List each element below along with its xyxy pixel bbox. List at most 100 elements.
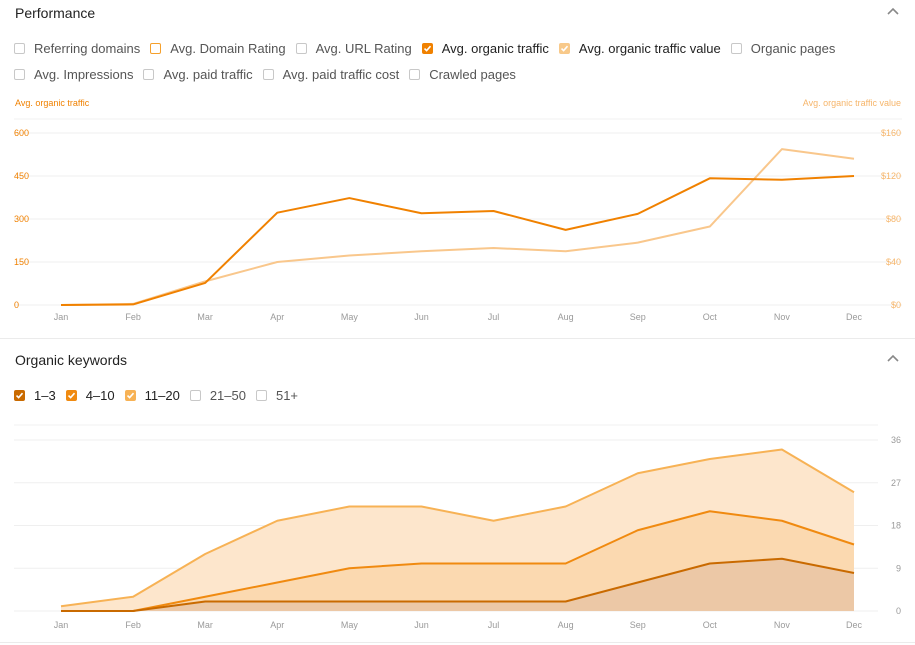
x-tick-label: Mar	[197, 312, 213, 322]
x-tick-label: Jun	[414, 312, 429, 322]
check-icon	[126, 392, 134, 399]
section-divider	[0, 338, 915, 339]
option-21-50[interactable]: 21–50	[189, 388, 246, 403]
keywords-options-row: 1–3 4–10 11–20 21–50 51+	[14, 388, 308, 403]
series-line-11-20	[60, 448, 855, 608]
check-icon	[560, 45, 568, 52]
option-avg-organic-traffic[interactable]: Avg. organic traffic	[421, 41, 549, 56]
checkbox[interactable]	[14, 69, 25, 80]
option-avg-domain-rating[interactable]: Avg. Domain Rating	[150, 41, 286, 56]
chevron-up-icon[interactable]	[887, 354, 899, 362]
x-tick-label: Mar	[197, 620, 213, 630]
option-label: Avg. organic traffic value	[578, 41, 721, 56]
checkbox[interactable]	[421, 43, 433, 54]
option-referring-domains[interactable]: Referring domains	[14, 41, 140, 56]
x-tick-label: Jan	[54, 312, 69, 322]
y-tick-label: 36	[891, 435, 901, 445]
x-tick-label: Dec	[846, 312, 863, 322]
x-tick-label: May	[341, 620, 359, 630]
bottom-divider	[0, 642, 915, 643]
series-line-traffic-value	[60, 148, 855, 306]
option-label: 11–20	[144, 388, 180, 403]
x-tick-label: Feb	[125, 312, 141, 322]
option-label: 51+	[275, 388, 299, 403]
option-label: Avg. paid traffic	[163, 67, 253, 82]
x-tick-label: Sep	[630, 312, 646, 322]
check-icon	[423, 45, 431, 52]
y-tick-label: 300	[14, 214, 29, 224]
x-tick-label: Jul	[488, 620, 500, 630]
option-label: Avg. organic traffic	[441, 41, 549, 56]
x-tick-label: May	[341, 312, 359, 322]
option-avg-organic-traffic-value[interactable]: Avg. organic traffic value	[558, 41, 721, 56]
option-label: Avg. URL Rating	[315, 41, 412, 56]
left-axis-label: Avg. organic traffic	[15, 98, 90, 108]
option-label: Avg. paid traffic cost	[282, 67, 400, 82]
y-tick-label: 18	[891, 521, 901, 531]
checkbox[interactable]	[14, 390, 25, 401]
performance-title: Performance	[15, 5, 96, 21]
option-avg-paid-traffic[interactable]: Avg. paid traffic	[143, 67, 253, 82]
x-tick-label: Jul	[488, 312, 500, 322]
chevron-up-icon[interactable]	[887, 7, 899, 15]
checkbox[interactable]	[14, 43, 25, 54]
series-line-1-3	[61, 557, 855, 612]
checkbox[interactable]	[730, 43, 742, 54]
option-label: Referring domains	[34, 41, 141, 56]
option-avg-url-rating[interactable]: Avg. URL Rating	[295, 41, 412, 56]
x-tick-label: Apr	[270, 620, 284, 630]
y2-tick-label: $40	[886, 257, 901, 267]
x-tick-label: Apr	[270, 312, 284, 322]
keywords-title: Organic keywords	[15, 352, 128, 368]
performance-options-row-2: Avg. Impressions Avg. paid traffic Avg. pa…	[14, 67, 526, 82]
x-tick-label: Oct	[703, 620, 718, 630]
y2-tick-label: $0	[891, 300, 901, 310]
check-icon	[67, 392, 75, 399]
x-tick-label: Jun	[414, 620, 429, 630]
x-tick-label: Feb	[125, 620, 141, 630]
checkbox[interactable]	[409, 69, 421, 80]
checkbox[interactable]	[255, 390, 267, 401]
checkbox[interactable]	[65, 390, 77, 401]
performance-options-row-1: Referring domains Avg. Domain Rating Avg. …	[14, 41, 845, 56]
checkbox[interactable]	[558, 43, 570, 54]
y2-tick-label: $160	[881, 128, 901, 138]
option-label: 21–50	[209, 388, 246, 403]
option-label: Avg. Impressions	[34, 67, 134, 82]
option-4-10[interactable]: 4–10	[65, 388, 115, 403]
option-51[interactable]: 51+	[255, 388, 299, 403]
option-avg-paid-traffic-cost[interactable]: Avg. paid traffic cost	[262, 67, 400, 82]
performance-chart: 0 $0 150 $40 300 $80 450 $120 600 $160 Jan Feb Mar Ap…	[14, 118, 902, 322]
checkbox[interactable]	[295, 43, 307, 54]
series-line-organic-traffic	[60, 175, 855, 306]
option-11-20[interactable]: 11–20	[124, 388, 180, 403]
y-tick-label: 150	[14, 257, 29, 267]
check-icon	[15, 392, 24, 399]
checkbox[interactable]	[150, 43, 162, 54]
option-label: Crawled pages	[429, 67, 516, 82]
right-axis-label: Avg. organic traffic value	[802, 98, 901, 108]
x-tick-label: Aug	[558, 620, 574, 630]
area-11-20	[61, 449, 854, 611]
checkbox[interactable]	[124, 390, 136, 401]
keywords-header: Organic keywords	[0, 347, 915, 377]
performance-header: Performance	[0, 0, 915, 30]
option-organic-pages[interactable]: Organic pages	[730, 41, 836, 56]
checkbox[interactable]	[262, 69, 274, 80]
area-1-3	[61, 558, 854, 611]
option-label: Organic pages	[750, 41, 836, 56]
checkbox[interactable]	[189, 390, 201, 401]
x-tick-label: Oct	[703, 312, 718, 322]
y-tick-label: 450	[14, 171, 29, 181]
x-tick-label: Nov	[774, 620, 791, 630]
option-label: Avg. Domain Rating	[170, 41, 286, 56]
x-tick-label: Aug	[558, 312, 574, 322]
y2-tick-label: $120	[881, 171, 901, 181]
option-1-3[interactable]: 1–3	[14, 388, 56, 403]
option-crawled-pages[interactable]: Crawled pages	[409, 67, 516, 82]
checkbox[interactable]	[143, 69, 155, 80]
y-tick-label: 0	[896, 606, 901, 616]
x-tick-label: Jan	[54, 620, 69, 630]
y-tick-label: 9	[896, 563, 901, 573]
option-avg-impressions[interactable]: Avg. Impressions	[14, 67, 133, 82]
